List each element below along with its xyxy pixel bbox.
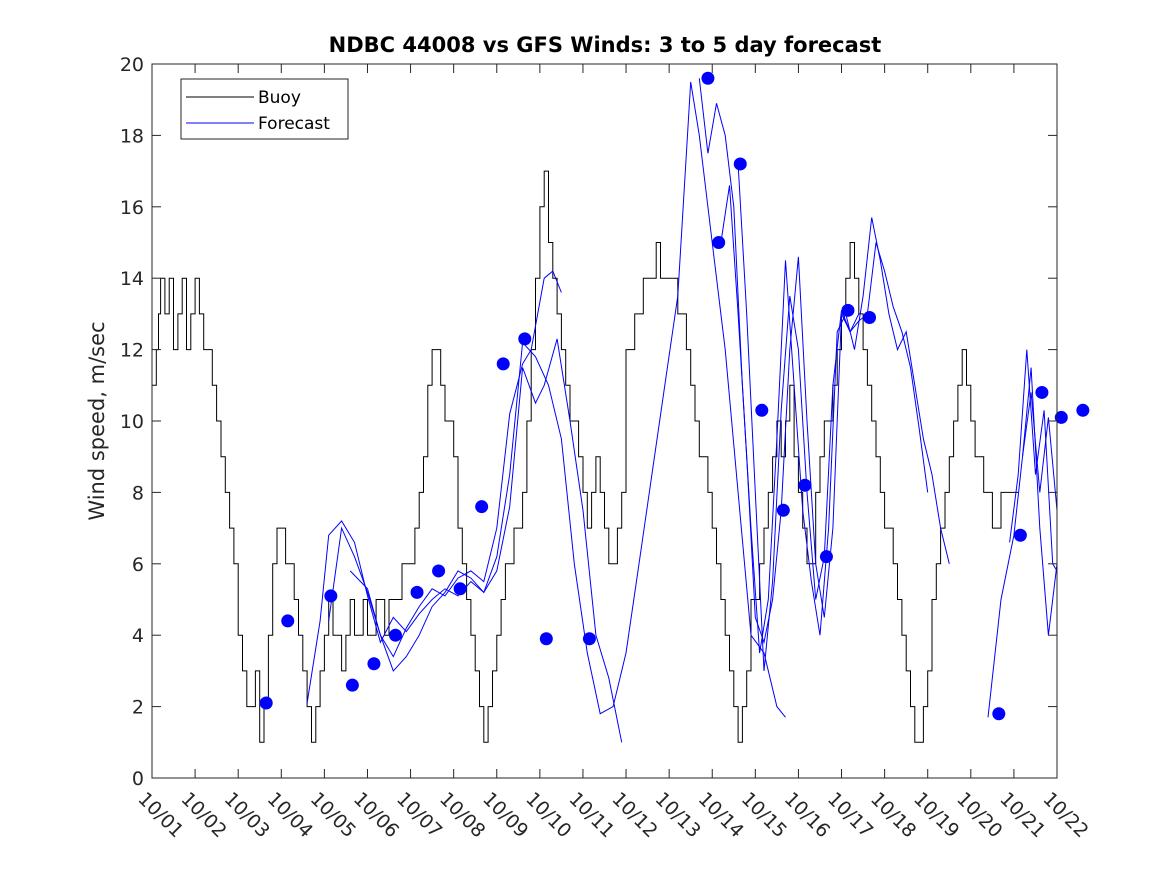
forecast-marker <box>367 657 381 671</box>
forecast-marker <box>432 564 446 578</box>
forecast-marker <box>324 589 338 603</box>
forecast-marker <box>841 303 855 317</box>
y-axis: 0 2 4 6 8 10 12 14 16 18 20 <box>120 54 1057 790</box>
forecast-marker <box>410 585 424 599</box>
forecast-marker <box>992 707 1006 721</box>
y-tick-label: 20 <box>120 54 144 76</box>
y-tick-label: 10 <box>120 411 144 433</box>
plot-area <box>152 64 1057 778</box>
forecast-marker <box>345 678 359 692</box>
forecast-marker <box>1076 403 1090 417</box>
forecast-marker <box>259 696 273 710</box>
forecast-marker <box>776 503 790 517</box>
y-tick-label: 2 <box>132 697 144 719</box>
forecast-marker <box>863 310 877 324</box>
forecast-marker <box>701 71 715 85</box>
forecast-marker <box>388 628 402 642</box>
forecast-marker <box>798 478 812 492</box>
forecast-marker <box>712 236 726 249</box>
legend: Buoy Forecast <box>180 78 349 140</box>
y-tick-label: 14 <box>120 268 144 290</box>
marker-layer <box>259 71 1090 721</box>
y-axis-label: Wind speed, m/sec <box>85 321 109 520</box>
forecast-marker <box>755 403 769 417</box>
buoy-series-line <box>152 170 1019 743</box>
forecast-marker <box>453 582 467 596</box>
forecast-series-line-5 <box>720 185 929 645</box>
forecast-marker <box>475 500 489 514</box>
forecast-marker <box>496 357 510 371</box>
forecast-series-line-3 <box>349 81 786 718</box>
y-tick-label: 4 <box>132 625 144 647</box>
forecast-marker <box>819 550 833 564</box>
forecast-marker <box>1054 410 1068 424</box>
forecast-marker <box>518 332 532 346</box>
legend-box <box>180 78 349 140</box>
legend-buoy-label: Buoy <box>258 88 301 108</box>
forecast-marker <box>1013 528 1027 542</box>
forecast-series-line-9 <box>1022 367 1058 636</box>
y-tick-label: 8 <box>132 482 144 504</box>
chart-title: NDBC 44008 vs GFS Winds: 3 to 5 day fore… <box>329 33 882 57</box>
forecast-marker <box>281 614 295 628</box>
y-tick-label: 0 <box>132 768 144 790</box>
y-tick-label: 18 <box>120 125 144 147</box>
forecast-marker <box>582 632 596 646</box>
y-tick-label: 16 <box>120 197 144 219</box>
forecast-marker <box>733 157 747 171</box>
forecast-marker <box>539 632 553 646</box>
y-tick-label: 6 <box>132 554 144 576</box>
legend-forecast-label: Forecast <box>258 114 330 134</box>
forecast-series-line-2 <box>328 270 562 658</box>
forecast-series-line-7 <box>987 392 1058 718</box>
forecast-series-line-6 <box>737 163 860 671</box>
forecast-marker <box>1035 385 1049 399</box>
y-tick-label: 12 <box>120 340 144 362</box>
